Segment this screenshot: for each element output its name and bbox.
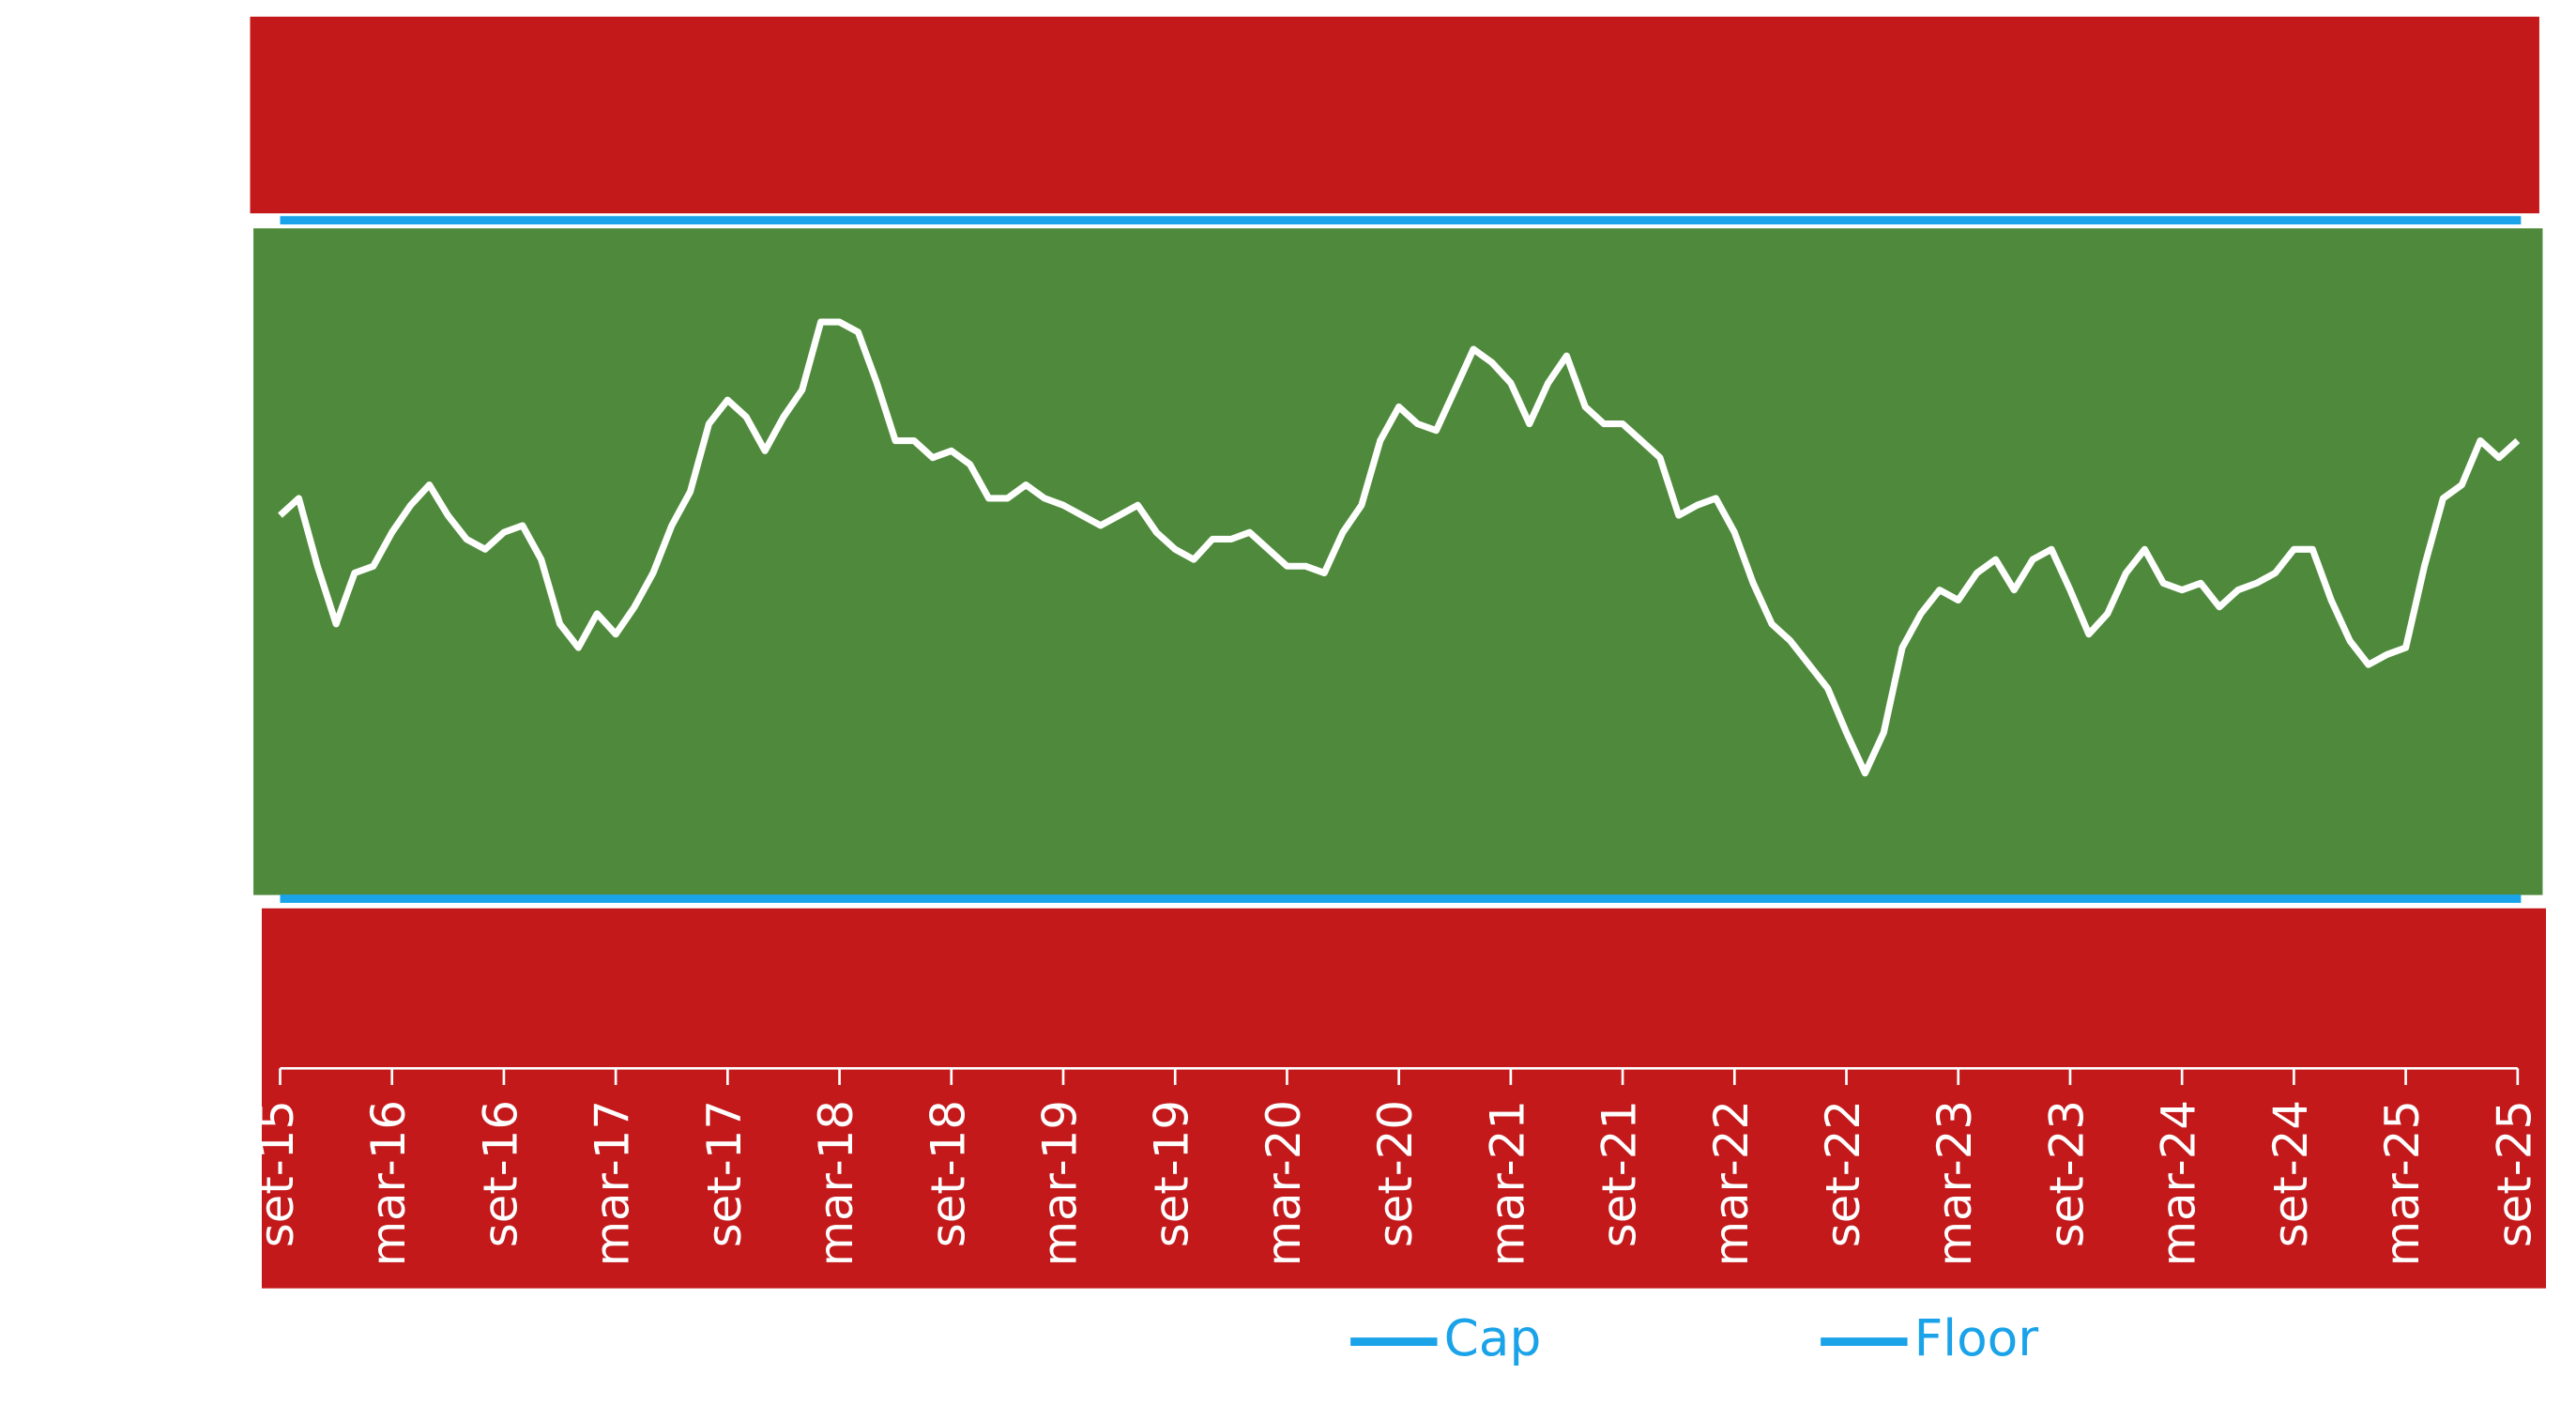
- x-tick-label: set-25: [2487, 1100, 2541, 1247]
- x-tick-label: mar-24: [2152, 1100, 2206, 1266]
- x-tick-label: mar-17: [586, 1100, 640, 1266]
- inner-zone: [253, 228, 2543, 895]
- data-line: [278, 318, 2521, 777]
- x-tick-label: mar-16: [361, 1100, 416, 1266]
- legend-label: Floor: [1914, 1309, 2039, 1367]
- x-tick-label: set-17: [697, 1100, 752, 1247]
- x-tick-label: mar-23: [1928, 1100, 1982, 1266]
- x-tick-label: mar-19: [1032, 1100, 1087, 1266]
- legend-label: Cap: [1444, 1309, 1542, 1367]
- x-tick-label: mar-20: [1257, 1100, 1311, 1266]
- x-tick-label: set-23: [2039, 1100, 2094, 1247]
- x-tick-label: set-21: [1593, 1100, 1647, 1247]
- x-tick-label: set-22: [1816, 1100, 1870, 1247]
- x-tick-label: set-18: [921, 1100, 975, 1247]
- x-tick-label: set-19: [1145, 1100, 1199, 1247]
- x-tick-label: set-20: [1368, 1100, 1423, 1247]
- lower-zone: [261, 908, 2547, 1289]
- x-tick-label: mar-22: [1704, 1100, 1759, 1266]
- x-tick-label: mar-18: [809, 1100, 863, 1266]
- x-tick-label: set-24: [2264, 1100, 2318, 1247]
- upper-zone: [250, 16, 2539, 214]
- x-tick-label: set-16: [473, 1100, 527, 1247]
- x-tick-label: set-15: [250, 1100, 304, 1247]
- x-tick-label: mar-21: [1480, 1100, 1534, 1266]
- x-tick-label: mar-25: [2375, 1100, 2430, 1266]
